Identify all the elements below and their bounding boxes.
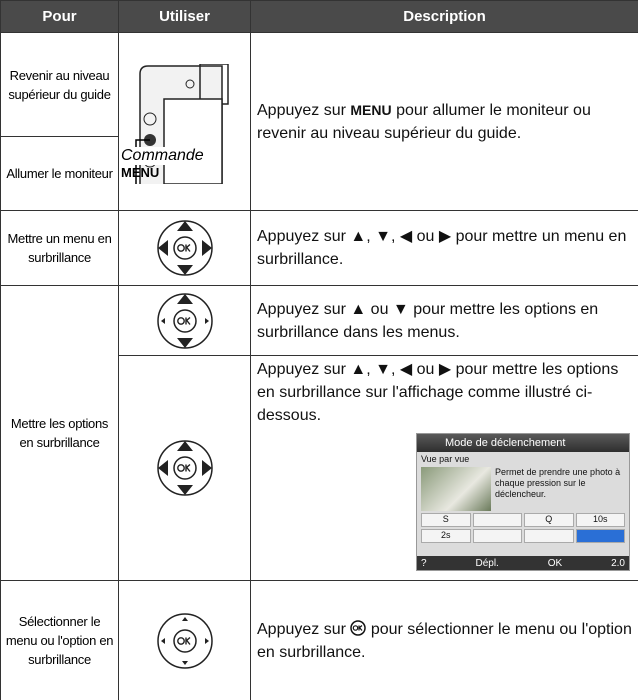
row: Mettre les options en surbrillance Appuy… — [0, 285, 638, 581]
cell: Revenir au niveau supérieur du guide — [0, 32, 119, 137]
screen-body: Permet de prendre une photo à chaque pre… — [417, 467, 629, 511]
help: ? — [421, 557, 427, 569]
move: Dépl. — [475, 557, 499, 569]
cell: Appuyez sur ▲, ▼, ◀ ou ▶ pour mettre les… — [250, 355, 638, 581]
cell: Appuyez sur ▲ ou ▼ pour mettre les optio… — [250, 285, 638, 356]
ok: OK — [547, 557, 563, 569]
cell: Appuyez sur pour sélectionner le menu ou… — [250, 580, 638, 700]
header-cell: Description — [250, 0, 638, 33]
multi-selector — [156, 612, 213, 669]
cell: Appuyez sur MENU pour allumer le moniteu… — [250, 32, 638, 211]
row: Mettre un menu en surbrillance Appuyez s… — [0, 210, 638, 286]
caption-key: MENU — [121, 164, 160, 180]
screen-button — [472, 529, 522, 543]
screen-title: Mode de déclenchement — [417, 434, 629, 452]
header-cell: Utiliser — [118, 0, 251, 33]
text: Appuyez sur — [257, 101, 351, 119]
cell — [118, 580, 251, 700]
camera-screen: Mode de déclenchement Vue par vue Permet… — [416, 433, 630, 571]
screen-text: Permet de prendre une photo à chaque pre… — [495, 467, 621, 499]
screen-button — [472, 513, 522, 527]
row: Revenir au niveau supérieur du guide Com… — [0, 32, 638, 211]
row: Sélectionner le menu ou l'option en surb… — [0, 580, 638, 700]
text: Appuyez sur — [257, 620, 351, 638]
header-cell: Pour — [0, 0, 119, 33]
screen-button: Q — [524, 513, 574, 527]
value: 2.0 — [611, 557, 625, 569]
text: pour sélectionner le menu ou l'option en… — [257, 620, 632, 661]
screen-button: 2s — [421, 529, 471, 543]
cell: Mettre un menu en surbrillance — [0, 210, 119, 286]
multi-selector — [156, 220, 213, 276]
cell: Sélectionner le menu ou l'option en surb… — [0, 580, 119, 700]
cell — [118, 355, 251, 581]
cell: Mettre les options en surbrillance — [0, 285, 119, 581]
multi-selector — [156, 292, 213, 349]
row: Allumer le moniteur — [0, 136, 638, 211]
cell — [118, 285, 251, 356]
screen-mode: Vue par vue — [421, 454, 470, 464]
header-row: Pour Utiliser Description — [0, 0, 638, 33]
caption: Commande — [119, 146, 221, 165]
text: Appuyez sur ▲, ▼, ◀ ou ▶ pour mettre les… — [257, 361, 619, 424]
screen-footer: ? Dépl. OK 2.0 — [417, 556, 629, 570]
cell: Allumer le moniteur — [0, 136, 119, 211]
cell — [118, 210, 251, 286]
multi-selector — [156, 440, 213, 496]
text: pour allumer le moniteur ou revenir au n… — [257, 101, 591, 142]
ok-icon — [350, 619, 367, 636]
cell: Appuyez sur ▲, ▼, ◀ ou ▶ pour mettre un … — [250, 210, 638, 286]
cell: Commande MENU — [118, 32, 251, 211]
back-button — [575, 529, 625, 543]
screen-button: 10s — [575, 513, 625, 527]
button-grid: S Q 10s 2s — [417, 511, 629, 545]
screen-button: S — [421, 513, 471, 527]
screen-button — [524, 529, 574, 543]
key: MENU — [350, 101, 392, 118]
photo — [421, 467, 491, 511]
